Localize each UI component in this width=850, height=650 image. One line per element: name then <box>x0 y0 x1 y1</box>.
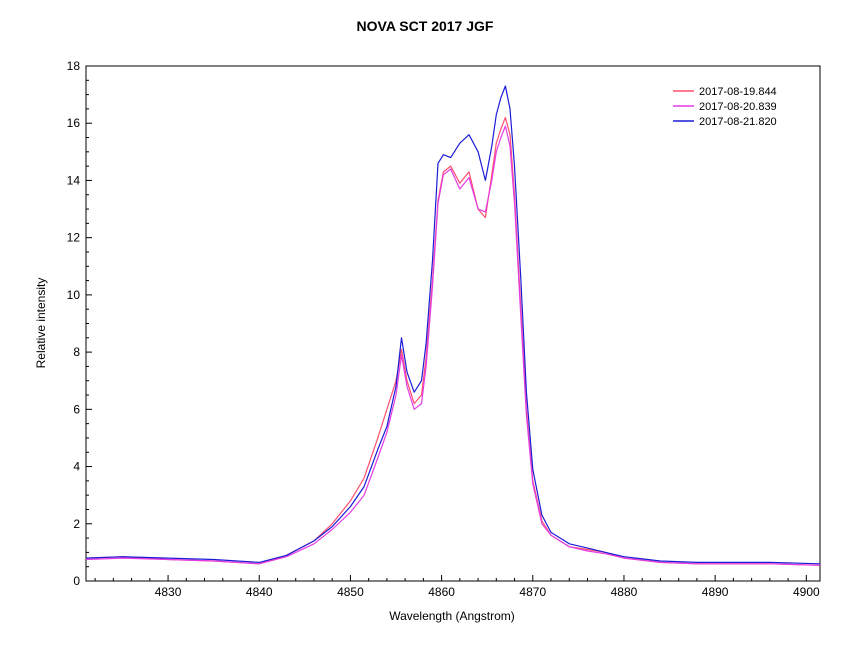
y-tick-label: 10 <box>67 288 81 302</box>
legend: 2017-08-19.844 2017-08-20.839 2017-08-21.8… <box>673 86 777 128</box>
legend-label: 2017-08-19.844 <box>699 86 777 98</box>
x-axis-label: Wavelength (Angstrom) <box>389 609 515 623</box>
y-axis-label: Relative intensity <box>34 278 48 369</box>
x-tick-label: 4850 <box>337 585 364 599</box>
x-tick-label: 4840 <box>246 585 273 599</box>
x-tick-label: 4880 <box>611 585 638 599</box>
x-tick-label: 4900 <box>793 585 820 599</box>
x-axis: 4830 4840 4850 4860 4870 4880 4890 4900 <box>94 575 820 599</box>
x-tick-label: 4830 <box>155 585 182 599</box>
series-line-1 <box>85 116 821 566</box>
x-tick-label: 4890 <box>702 585 729 599</box>
y-tick-label: 4 <box>73 460 80 474</box>
x-tick-label: 4870 <box>519 585 546 599</box>
y-tick-label: 6 <box>73 402 80 416</box>
legend-label: 2017-08-20.839 <box>699 101 777 113</box>
y-tick-label: 0 <box>73 574 80 588</box>
chart-title: NOVA SCT 2017 JGF <box>357 18 494 34</box>
series-line-2 <box>85 125 821 566</box>
series-layer <box>85 85 821 566</box>
plot-area-frame <box>85 65 821 582</box>
y-axis: 0 2 4 6 8 10 12 14 16 18 <box>67 59 92 588</box>
x-tick-label: 4860 <box>428 585 455 599</box>
y-tick-label: 14 <box>67 173 81 187</box>
y-tick-label: 18 <box>67 59 81 73</box>
y-tick-label: 2 <box>73 517 80 531</box>
y-tick-label: 12 <box>67 231 81 245</box>
legend-label: 2017-08-21.820 <box>699 116 777 128</box>
series-line-3 <box>85 85 821 565</box>
y-tick-label: 16 <box>67 116 81 130</box>
y-tick-label: 8 <box>73 345 80 359</box>
